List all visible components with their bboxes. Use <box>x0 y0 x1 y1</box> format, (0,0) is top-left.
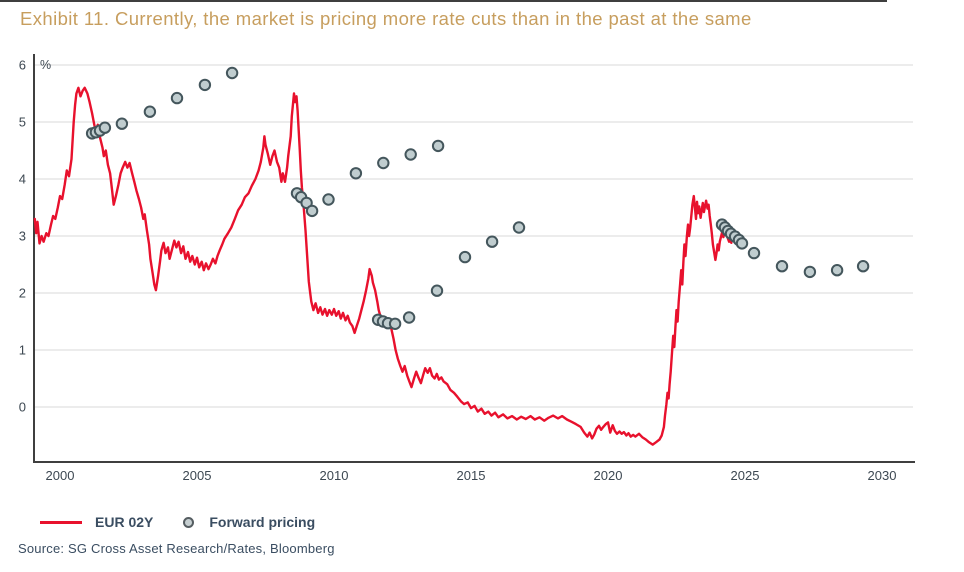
y-axis-unit-label: % <box>40 58 51 72</box>
y-tick-label: 5 <box>19 115 26 130</box>
eur-2y-line-swatch <box>40 520 82 524</box>
forward-pricing-dot <box>830 264 844 277</box>
source-line: Source: SG Cross Asset Research/Rates, B… <box>18 541 335 556</box>
forward-pricing-dot <box>198 78 212 92</box>
forward-pricing-dot <box>512 221 526 234</box>
chart-title: Exhibit 11. Currently, the market is pri… <box>20 8 752 29</box>
y-tick-label: 0 <box>19 400 26 415</box>
forward-pricing-dot <box>775 260 789 273</box>
forward-pricing-dot <box>803 265 817 279</box>
x-tick-label: 2010 <box>320 468 349 483</box>
x-tick-label: 2025 <box>731 468 760 483</box>
forward-pricing-dot <box>404 148 417 161</box>
top-rule <box>0 0 887 2</box>
x-tick-label: 2015 <box>457 468 486 483</box>
forward-pricing-dot <box>349 167 363 180</box>
legend: EUR 02Y Forward pricing <box>40 514 315 530</box>
forward-pricing-dot <box>388 317 402 330</box>
rate-chart: 6 5 4 3 2 1 0 2000 2005 2010 2015 2020 2025 2030% <box>19 54 915 483</box>
forward-pricing-dot <box>305 204 319 218</box>
forward-pricing-dot <box>225 66 239 80</box>
forward-pricing-dot <box>98 121 112 134</box>
forward-pricing-dot <box>856 260 870 273</box>
forward-pricing-dot <box>115 117 129 130</box>
x-tick-label: 2030 <box>868 468 897 483</box>
forward-pricing-dot <box>170 91 184 105</box>
x-tick-label: 2005 <box>183 468 212 483</box>
forward-pricing-dot <box>431 139 445 153</box>
y-tick-label: 4 <box>19 172 26 187</box>
x-tick-label: 2020 <box>594 468 623 483</box>
eur-2y-legend-label: EUR 02Y <box>95 514 154 530</box>
forward-pricing-legend-label: Forward pricing <box>209 514 316 530</box>
forward-pricing-dot <box>402 311 416 324</box>
y-tick-label: 2 <box>19 286 26 301</box>
forward-pricing-dot <box>735 237 749 250</box>
forward-pricing-dot <box>322 193 335 206</box>
x-tick-label: 2000 <box>46 468 75 483</box>
eur-2y-line <box>33 86 733 446</box>
forward-pricing-dot <box>485 235 499 248</box>
forward-pricing-dot <box>430 284 444 297</box>
forward-pricing-dot <box>377 156 390 170</box>
y-tick-label: 6 <box>19 58 26 73</box>
forward-pricing-dot <box>747 246 761 260</box>
y-tick-label: 1 <box>19 343 26 358</box>
forward-pricing-dot <box>458 250 472 264</box>
forward-pricing-dot-swatch <box>183 516 195 528</box>
forward-pricing-dot <box>143 105 157 118</box>
y-tick-label: 3 <box>19 229 26 244</box>
